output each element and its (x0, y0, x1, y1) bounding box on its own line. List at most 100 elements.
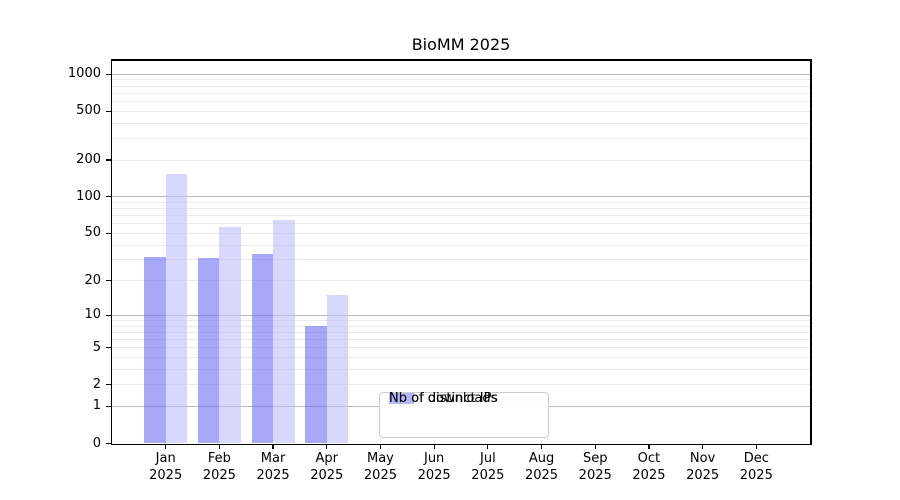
y-tick-mark (106, 280, 111, 282)
y-axis-tick-label: 2 (92, 376, 101, 392)
chart-title: BioMM 2025 (411, 35, 511, 54)
x-axis-tick-label: Mar 2025 (241, 451, 305, 484)
bar-distinct-ips (144, 256, 166, 444)
x-axis-tick-label-line: 2025 (363, 467, 397, 483)
y-tick-mark (106, 110, 111, 112)
x-axis-tick-label: Sep 2025 (563, 451, 627, 484)
gridline-minor (112, 331, 810, 333)
x-tick-mark (702, 445, 704, 449)
x-tick-mark (540, 445, 543, 449)
axis-spine-right (810, 59, 812, 445)
y-tick-mark (106, 232, 111, 234)
x-tick-mark (379, 445, 382, 449)
x-tick-mark (433, 445, 435, 449)
x-axis-tick-label-line: 2025 (256, 467, 290, 483)
x-axis-tick-label-line: 2025 (149, 467, 183, 483)
x-axis-tick-label-line: 2025 (632, 467, 666, 483)
x-axis-tick-label-line: Jan (155, 451, 176, 466)
y-tick-mark (106, 196, 111, 198)
x-axis-tick-label-line: Apr (315, 451, 339, 466)
gridline-minor (112, 347, 810, 349)
gridline-minor (112, 79, 810, 81)
axis-spine-left (110, 59, 112, 445)
x-axis-tick-label: Apr 2025 (295, 451, 359, 484)
bar-distinct-ips (197, 258, 220, 444)
x-tick-mark (594, 445, 596, 449)
y-axis-tick-label: 1 (92, 398, 101, 414)
x-axis-tick-label-line: Mar (260, 451, 286, 466)
legend-label: Nb of distinct IPs (389, 390, 498, 406)
gridline-minor (112, 122, 810, 124)
gridline-minor (112, 208, 810, 210)
x-axis-tick-label-line: 2025 (524, 467, 559, 483)
bar-downloads (219, 227, 241, 444)
x-tick-mark (272, 445, 274, 449)
x-axis-tick-label: Jun 2025 (402, 451, 466, 484)
bar-distinct-ips (251, 253, 274, 444)
legend-swatch-downloads (389, 392, 414, 404)
x-axis-tick-label-line: 2025 (310, 467, 344, 483)
x-tick-mark (487, 445, 489, 449)
x-axis-tick-label-line: 2025 (578, 467, 612, 483)
y-tick-mark (106, 384, 111, 386)
y-axis-tick-label: 20 (84, 272, 101, 288)
y-tick-mark (106, 73, 111, 75)
gridline-minor (112, 232, 810, 234)
y-axis-tick-label: 10 (84, 307, 101, 323)
gridline-minor (112, 85, 810, 87)
x-axis-tick-label-line: Oct (637, 451, 661, 466)
y-tick-mark (106, 159, 111, 161)
gridline-minor (112, 244, 810, 246)
y-axis-tick-label: 0 (92, 435, 101, 451)
gridline-minor (112, 325, 810, 327)
x-axis-tick-label-line: May (367, 451, 394, 466)
x-axis-tick-label: May 2025 (348, 451, 412, 484)
x-axis-tick-label-line: 2025 (471, 467, 505, 483)
gridline-minor (112, 339, 810, 340)
x-axis-tick-label-line: Dec (743, 451, 769, 466)
x-tick-mark (326, 445, 328, 449)
x-axis-tick-label: Jul 2025 (456, 451, 520, 484)
x-tick-mark (218, 445, 220, 449)
x-axis-tick-label: Feb 2025 (187, 451, 251, 484)
y-tick-mark (106, 442, 111, 445)
x-axis-tick-label: Dec 2025 (724, 451, 788, 484)
y-axis-tick-label: 5 (92, 339, 101, 355)
x-axis-tick-label-line: 2025 (739, 467, 773, 483)
bar-distinct-ips (305, 326, 327, 444)
gridline-minor (112, 223, 810, 225)
gridline-minor (112, 356, 810, 358)
axis-spine-bottom (110, 443, 812, 445)
bar-downloads (326, 295, 349, 444)
gridline-minor (112, 138, 810, 140)
gridline-minor (112, 280, 810, 282)
gridline-minor (112, 159, 810, 161)
axis-spine-top (110, 59, 812, 61)
gridline-minor (112, 92, 810, 94)
gridline-minor (112, 201, 810, 203)
bar-downloads (273, 220, 295, 444)
y-tick-mark (106, 347, 111, 349)
x-axis-tick-label-line: Sep (582, 451, 608, 466)
gridline-minor (112, 110, 810, 112)
x-axis-tick-label-line: Jul (480, 451, 496, 466)
x-tick-mark (755, 445, 757, 449)
x-axis-tick-label-line: Jun (423, 451, 445, 466)
gridline-major (112, 314, 810, 316)
gridline-major (112, 196, 810, 198)
y-tick-mark (106, 405, 111, 408)
x-axis-tick-label-line: 2025 (202, 467, 236, 483)
x-axis-tick-label-line: Feb (207, 451, 231, 466)
x-axis-tick-label: Jan 2025 (134, 451, 198, 484)
bar-downloads (165, 174, 188, 444)
gridline-minor (112, 259, 810, 261)
y-axis-tick-label: 200 (76, 152, 101, 168)
gridline-major (112, 73, 810, 75)
gridline-minor (112, 101, 810, 103)
y-axis-tick-label: 100 (76, 188, 101, 204)
x-axis-tick-label: Oct 2025 (617, 451, 681, 484)
y-axis-tick-label: 50 (84, 225, 101, 241)
legend: Nb of distinct IPs Nb of downloads (379, 390, 549, 438)
